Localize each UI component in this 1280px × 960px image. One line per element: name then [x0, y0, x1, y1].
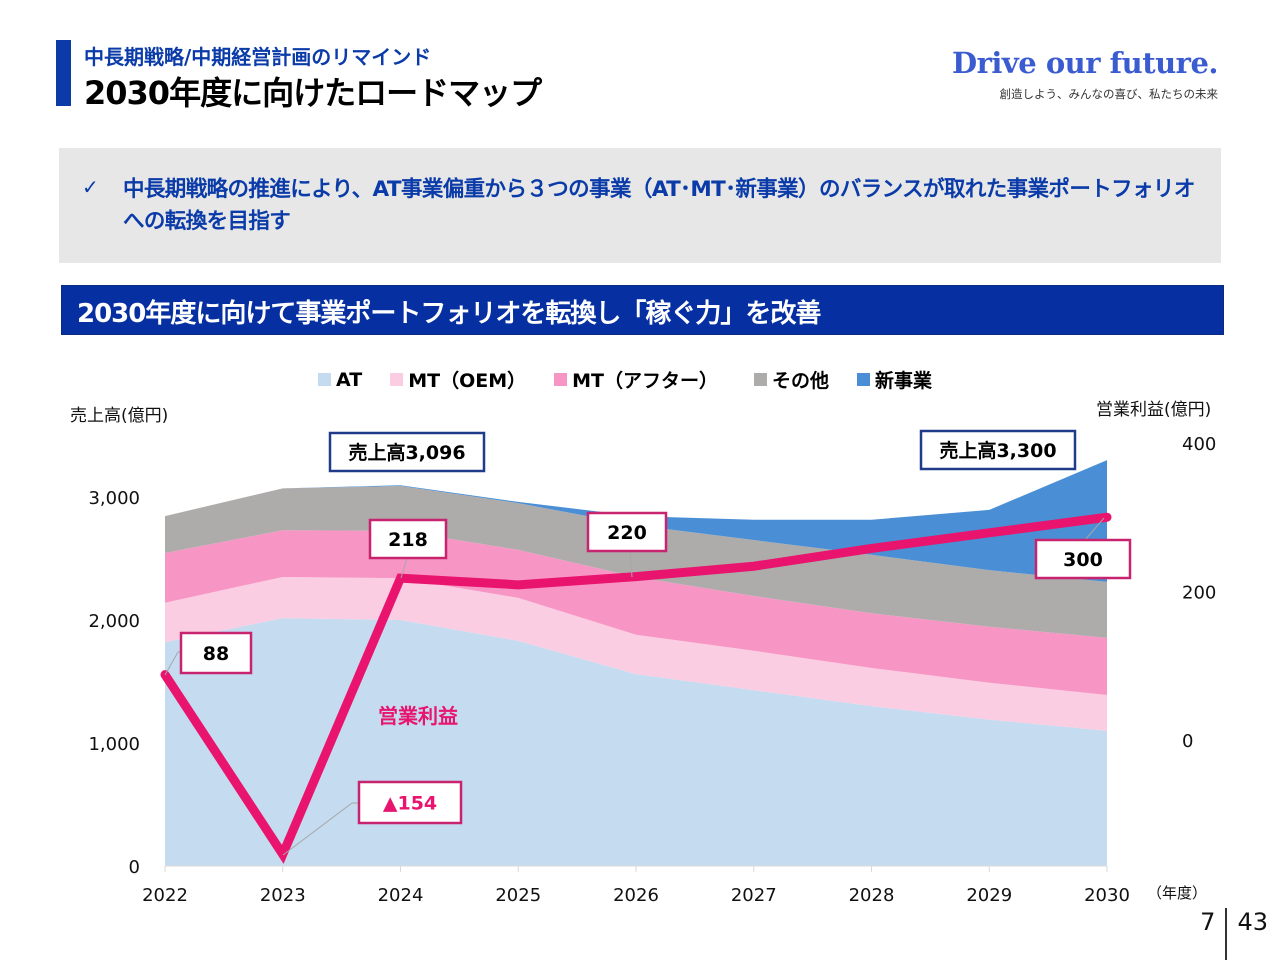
chart-legend: AT MT（OEM） MT（アフター） その他 新事業 [318, 366, 960, 393]
right-axis-tick: 200 [1182, 583, 1216, 604]
brand-slogan: Drive our future. [951, 46, 1219, 80]
area-MT（アフター） [165, 530, 1107, 696]
page-current: 7 [1200, 908, 1216, 936]
x-axis-tick: 2027 [731, 885, 777, 906]
right-axis-tick: 0 [1182, 731, 1193, 752]
left-axis-tick: 2,000 [88, 611, 140, 632]
profit-callout-label: 300 [1063, 549, 1103, 571]
x-axis-tick: 2028 [849, 885, 895, 906]
legend-label: その他 [771, 370, 829, 392]
section-banner: 2030年度に向けて事業ポートフォリオを転換し「稼ぐ力」を改善 [61, 285, 1224, 335]
callout-leader [629, 550, 633, 578]
x-axis-tick: 2024 [378, 885, 424, 906]
right-axis-tick: 400 [1182, 434, 1216, 455]
page-divider [1225, 908, 1228, 960]
profit-callout-box [357, 780, 463, 825]
profit-callout-label: 218 [388, 529, 428, 551]
profit-callout-label: 88 [203, 643, 229, 665]
left-axis-tick: 0 [129, 857, 140, 878]
brand-tagline: 創造しよう、みんなの喜び、私たちの未来 [999, 87, 1219, 101]
section-banner-text: 2030年度に向けて事業ポートフォリオを転換し「稼ぐ力」を改善 [77, 299, 821, 329]
legend-label: 新事業 [875, 370, 933, 392]
check-icon: ✓ [82, 175, 99, 199]
profit-line-label: 営業利益 [378, 704, 458, 728]
legend-swatch [857, 373, 870, 386]
sales-callout-box [328, 431, 486, 473]
x-axis-tick: 2026 [613, 885, 659, 906]
page-number: 7 43 [1200, 908, 1268, 960]
x-axis-unit: （年度） [1147, 884, 1207, 902]
legend-item: MT（アフター） [554, 366, 718, 393]
x-axis-tick: 2025 [495, 885, 541, 906]
profit-callout-box [179, 631, 253, 675]
legend-swatch [753, 373, 767, 386]
legend-label: AT [336, 368, 363, 391]
left-axis-title: 売上高(億円) [70, 406, 169, 426]
legend-item: MT（OEM） [390, 366, 526, 393]
key-message-text: 中長期戦略の推進により、AT事業偏重から３つの事業（AT･MT･新事業）のバラン… [123, 177, 1195, 234]
legend-swatch [318, 373, 331, 386]
legend-item: 新事業 [857, 366, 932, 393]
callout-leader [1084, 517, 1105, 541]
legend-swatch [390, 373, 404, 386]
page-title: 2030年度に向けたロードマップ [84, 74, 542, 112]
profit-callout-label: ▲154 [383, 793, 437, 815]
legend-label: MT（OEM） [408, 370, 527, 392]
sales-callout-label: 売上高3,096 [348, 441, 465, 464]
area-MT（OEM） [165, 576, 1107, 731]
left-axis-tick: 1,000 [88, 734, 140, 755]
sales-callout-label: 売上高3,300 [939, 439, 1056, 462]
profit-callout-box [586, 511, 668, 553]
sales-callout-box [919, 429, 1077, 471]
profit-callout-box [368, 518, 448, 560]
brand-logo: Drive our future. 創造しよう、みんなの喜び、私たちの未来 [951, 46, 1219, 102]
callout-leader [400, 557, 408, 579]
profit-callout-label: 220 [607, 522, 647, 544]
x-axis-tick: 2029 [966, 885, 1012, 906]
title-accent-bar [56, 40, 71, 106]
page-subtitle: 中長期戦略/中期経営計画のリマインド [84, 45, 432, 69]
x-axis-tick: 2023 [260, 885, 306, 906]
key-message-box: ✓ 中長期戦略の推進により、AT事業偏重から３つの事業（AT･MT･新事業）のバ… [59, 148, 1221, 263]
page-total: 43 [1237, 908, 1268, 936]
legend-swatch [554, 373, 568, 386]
callout-leader [282, 802, 359, 856]
right-axis-title: 営業利益(億円) [1096, 400, 1212, 420]
left-axis-tick: 3,000 [88, 488, 140, 509]
legend-item: AT [318, 366, 362, 393]
profit-callout-box [1034, 538, 1132, 580]
legend-item: その他 [753, 366, 829, 393]
legend-label: MT（アフター） [572, 370, 718, 392]
x-axis-tick: 2022 [142, 885, 188, 906]
x-axis-tick: 2030 [1084, 885, 1130, 906]
